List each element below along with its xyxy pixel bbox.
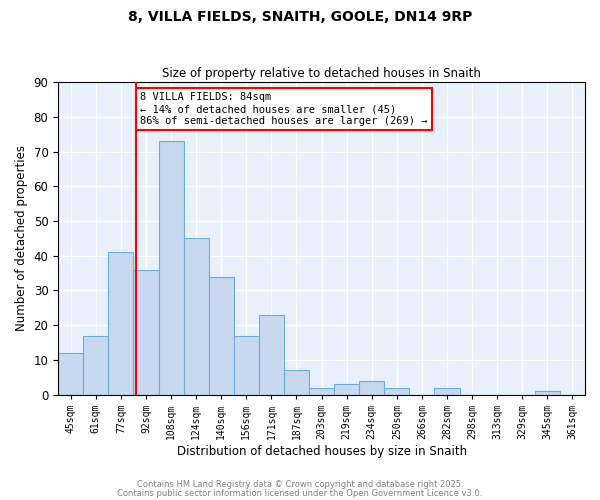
Bar (234, 336, 259, 394)
Text: Contains public sector information licensed under the Open Government Licence v3: Contains public sector information licen… (118, 490, 482, 498)
Y-axis label: Number of detached properties: Number of detached properties (15, 146, 28, 332)
Text: 8, VILLA FIELDS, SNAITH, GOOLE, DN14 9RP: 8, VILLA FIELDS, SNAITH, GOOLE, DN14 9RP (128, 10, 472, 24)
Bar (83, 336, 109, 394)
Bar (259, 315, 284, 394)
Bar (209, 276, 234, 394)
Bar (109, 252, 133, 394)
Bar (158, 141, 184, 395)
Title: Size of property relative to detached houses in Snaith: Size of property relative to detached ho… (162, 66, 481, 80)
Bar (334, 384, 359, 394)
Text: 8 VILLA FIELDS: 84sqm
← 14% of detached houses are smaller (45)
86% of semi-deta: 8 VILLA FIELDS: 84sqm ← 14% of detached … (140, 92, 428, 126)
Bar (384, 388, 409, 394)
Bar (309, 388, 334, 394)
Bar (535, 391, 560, 394)
Bar (359, 381, 384, 394)
Bar (58, 353, 83, 395)
Bar (434, 388, 460, 394)
Bar (133, 270, 158, 394)
Text: Contains HM Land Registry data © Crown copyright and database right 2025.: Contains HM Land Registry data © Crown c… (137, 480, 463, 489)
Bar (184, 238, 209, 394)
Bar (284, 370, 309, 394)
X-axis label: Distribution of detached houses by size in Snaith: Distribution of detached houses by size … (176, 444, 467, 458)
